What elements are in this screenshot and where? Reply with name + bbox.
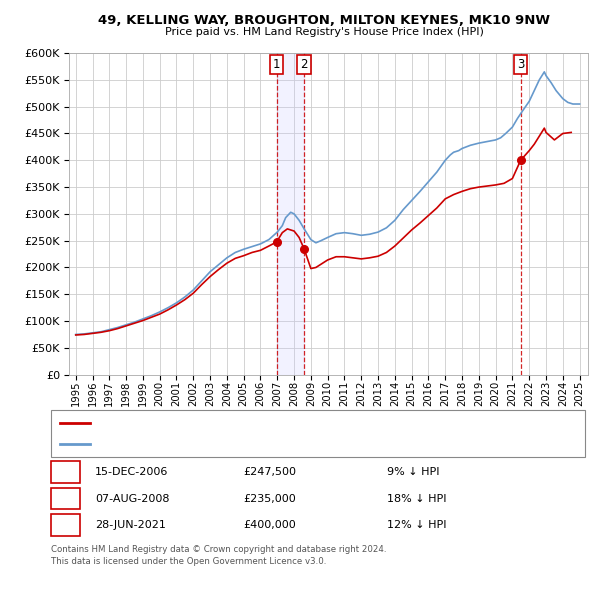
Text: Contains HM Land Registry data © Crown copyright and database right 2024.: Contains HM Land Registry data © Crown c… (51, 545, 386, 555)
Text: 3: 3 (62, 519, 69, 532)
Text: 2: 2 (300, 58, 308, 71)
Text: 9% ↓ HPI: 9% ↓ HPI (387, 467, 439, 477)
Text: 12% ↓ HPI: 12% ↓ HPI (387, 520, 446, 530)
Text: 1: 1 (62, 466, 69, 478)
Text: 15-DEC-2006: 15-DEC-2006 (95, 467, 168, 477)
Text: 28-JUN-2021: 28-JUN-2021 (95, 520, 166, 530)
Text: 49, KELLING WAY, BROUGHTON, MILTON KEYNES, MK10 9NW: 49, KELLING WAY, BROUGHTON, MILTON KEYNE… (98, 14, 550, 27)
Text: 2: 2 (62, 492, 69, 505)
Text: 49, KELLING WAY, BROUGHTON, MILTON KEYNES, MK10 9NW (detached house): 49, KELLING WAY, BROUGHTON, MILTON KEYNE… (96, 418, 482, 428)
Text: Price paid vs. HM Land Registry's House Price Index (HPI): Price paid vs. HM Land Registry's House … (164, 28, 484, 37)
Text: £400,000: £400,000 (243, 520, 296, 530)
Text: HPI: Average price, detached house, Milton Keynes: HPI: Average price, detached house, Milt… (96, 440, 345, 449)
Text: 18% ↓ HPI: 18% ↓ HPI (387, 494, 446, 503)
Text: £235,000: £235,000 (243, 494, 296, 503)
Bar (277, 53, 304, 375)
Text: £247,500: £247,500 (243, 467, 296, 477)
Text: 07-AUG-2008: 07-AUG-2008 (95, 494, 169, 503)
Text: 3: 3 (517, 58, 524, 71)
Text: 1: 1 (273, 58, 280, 71)
Text: This data is licensed under the Open Government Licence v3.0.: This data is licensed under the Open Gov… (51, 557, 326, 566)
